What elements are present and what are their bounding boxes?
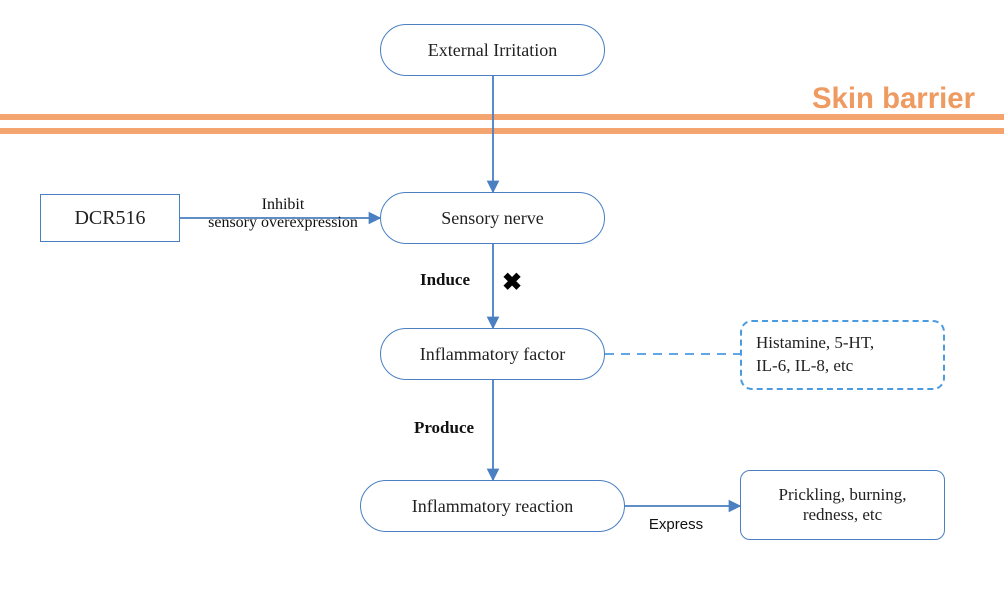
node-sensory-nerve: Sensory nerve [380, 192, 605, 244]
node-inflammatory-reaction: Inflammatory reaction [360, 480, 625, 532]
edge-label-factor-to-reaction: Produce [404, 418, 484, 438]
edge-label-dcr-to-sensory: Inhibitsensory overexpression [188, 196, 378, 232]
node-factor-examples: Histamine, 5-HT,IL-6, IL-8, etc [740, 320, 945, 390]
node-label: Prickling, burning,redness, etc [779, 485, 907, 525]
node-label: Histamine, 5-HT,IL-6, IL-8, etc [756, 332, 874, 378]
edge-label-reaction-to-symptoms: Express [636, 516, 716, 533]
node-label: Inflammatory reaction [412, 496, 573, 517]
node-inflammatory-factor: Inflammatory factor [380, 328, 605, 380]
node-dcr516: DCR516 [40, 194, 180, 242]
node-label: Inflammatory factor [420, 344, 565, 365]
blocking-cross-icon: ✖ [502, 268, 522, 297]
node-label: DCR516 [74, 207, 145, 230]
skin-barrier-bar-top [0, 114, 1004, 120]
skin-barrier-bar-bottom [0, 128, 1004, 134]
skin-barrier-label: Skin barrier [812, 82, 975, 116]
edge-label-sensory-to-factor: Induce [410, 270, 480, 290]
node-symptoms: Prickling, burning,redness, etc [740, 470, 945, 540]
node-label: Sensory nerve [441, 208, 543, 229]
node-label: External Irritation [428, 40, 557, 61]
node-external-irritation: External Irritation [380, 24, 605, 76]
